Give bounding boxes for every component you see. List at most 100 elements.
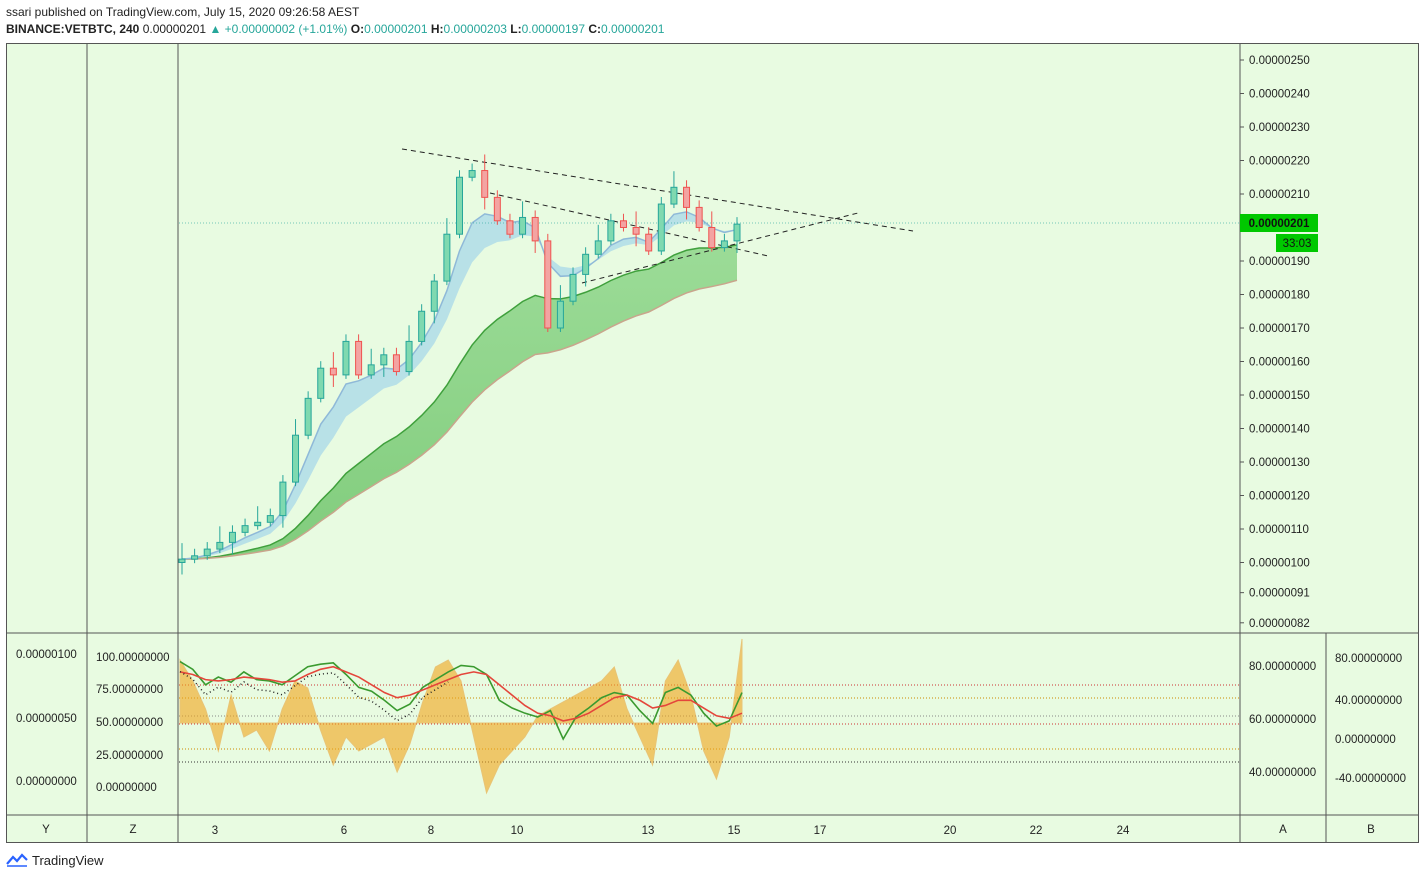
bull-candle xyxy=(191,555,199,560)
time-tick-label: 15 xyxy=(728,825,741,837)
bull-candle xyxy=(342,340,350,376)
bull-candle xyxy=(418,310,426,342)
bull-candle xyxy=(380,354,388,366)
time-tick-label: 24 xyxy=(1117,825,1130,837)
bull-candle xyxy=(367,364,375,376)
price-tick-label: 0.00000100 xyxy=(1249,558,1310,570)
osc-right-inner-tick: 80.00000000 xyxy=(1249,661,1316,673)
high-label: H: xyxy=(430,22,444,36)
price-tick-label: 0.00000250 xyxy=(1249,55,1310,67)
bull-candle xyxy=(266,515,274,523)
osc-right-outer-tick: 40.00000000 xyxy=(1335,695,1402,707)
osc-right-outer-tick: -40.00000000 xyxy=(1335,773,1406,785)
footer-brand[interactable]: TradingView xyxy=(6,853,104,868)
price-tick-label: 0.00000180 xyxy=(1249,290,1310,302)
countdown-badge xyxy=(1276,234,1318,252)
oscillator-axes[interactable]: 0.00000100 0.00000050 0.00000000 100.000000… xyxy=(16,649,1406,794)
price-tick-label: 0.00000220 xyxy=(1249,156,1310,168)
osc-right-outer-tick: 0.00000000 xyxy=(1335,734,1396,746)
bear-candle xyxy=(695,206,703,228)
bull-candle xyxy=(203,548,211,557)
time-tick-label: 8 xyxy=(428,825,434,837)
bull-candle xyxy=(304,397,312,436)
osc-left-tick: 0.00000000 xyxy=(16,776,77,788)
bull-candle xyxy=(594,240,602,255)
osc-right-inner-tick: 40.00000000 xyxy=(1249,767,1316,779)
osc-right-outer-tick: 80.00000000 xyxy=(1335,653,1402,665)
bull-candle xyxy=(670,186,678,205)
publisher-line: ssari published on TradingView.com, July… xyxy=(6,5,360,19)
bear-candle xyxy=(619,220,627,229)
osc-left-tick: 0.00000050 xyxy=(16,713,77,725)
price-tick-label: 0.00000190 xyxy=(1249,256,1310,268)
cloud-fill xyxy=(182,244,737,560)
cloud-fast-line xyxy=(181,244,738,560)
bull-candle xyxy=(279,481,287,517)
price-change: ▲ +0.00000002 (+1.01%) xyxy=(209,22,348,36)
corner-y-label[interactable]: Y xyxy=(42,824,50,836)
price-tick-label: 0.00000150 xyxy=(1249,390,1310,402)
osc-right-inner-tick: 60.00000000 xyxy=(1249,714,1316,726)
price-badge-label: 0.00000201 xyxy=(1249,218,1310,230)
time-axis[interactable]: 3 6 8 10 13 15 17 20 22 24 xyxy=(212,825,1130,837)
ribbon-fast-line xyxy=(181,211,738,560)
dotted-signal-line xyxy=(179,670,449,722)
bull-candle xyxy=(556,300,564,329)
oscillator-fill xyxy=(179,638,743,795)
low-value: 0.00000197 xyxy=(521,22,586,36)
price-tick-label: 0.00000110 xyxy=(1249,524,1309,536)
corner-b-label[interactable]: B xyxy=(1367,824,1375,836)
triangle-trendlines[interactable] xyxy=(401,148,914,284)
bear-candle xyxy=(683,186,691,208)
lower-trendline[interactable] xyxy=(581,212,859,284)
time-tick-label: 20 xyxy=(944,825,957,837)
bear-candle xyxy=(708,227,716,249)
chart-frame[interactable] xyxy=(6,43,1419,843)
price-tick-label: 0.00000120 xyxy=(1249,491,1310,503)
bear-candle xyxy=(645,233,653,252)
corner-a-label[interactable]: A xyxy=(1279,824,1287,836)
bull-candle xyxy=(178,558,186,564)
price-tick-label: 0.00000082 xyxy=(1249,618,1310,630)
bull-candle xyxy=(443,233,451,282)
price-tick-label: 0.00000091 xyxy=(1249,588,1310,600)
open-value: 0.00000201 xyxy=(364,22,428,36)
time-tick-label: 17 xyxy=(814,825,827,837)
symbol-label: BINANCE:VETBTC, 240 xyxy=(6,22,140,36)
low-label: L: xyxy=(510,22,522,36)
countdown-label: 33:03 xyxy=(1283,238,1312,250)
price-axis[interactable]: 0.00000250 0.00000240 0.00000230 0.00000220… xyxy=(1240,55,1310,630)
osc-inner-tick: 75.00000000 xyxy=(96,684,163,696)
bear-candle xyxy=(392,354,400,373)
green-oscillator-line xyxy=(179,660,743,741)
bear-candle xyxy=(544,240,552,329)
price-tick-label: 0.00000240 xyxy=(1249,89,1310,101)
red-oscillator-line xyxy=(179,665,743,722)
close-value: 0.00000201 xyxy=(601,22,665,36)
bull-candle xyxy=(216,541,224,550)
cloud-slow-line xyxy=(181,279,738,560)
bull-candle xyxy=(733,223,741,242)
footer-brand-label: TradingView xyxy=(32,853,104,868)
bull-candle xyxy=(254,521,262,527)
bear-candle xyxy=(506,220,514,235)
time-tick-label: 10 xyxy=(511,825,524,837)
time-tick-label: 22 xyxy=(1030,825,1043,837)
osc-left-tick: 0.00000100 xyxy=(16,649,77,661)
bear-candle xyxy=(481,170,489,198)
oscillator-lines xyxy=(179,660,743,741)
bull-candle xyxy=(292,434,300,483)
osc-inner-tick: 100.00000000 xyxy=(96,652,170,664)
bear-candle xyxy=(355,340,363,376)
corner-z-label[interactable]: Z xyxy=(129,824,136,836)
osc-inner-tick: 0.00000000 xyxy=(96,782,157,794)
bull-candle xyxy=(468,170,476,178)
time-tick-label: 13 xyxy=(642,825,655,837)
open-label: O: xyxy=(350,22,365,36)
ribbon-fill xyxy=(182,211,737,560)
bull-candle xyxy=(430,280,438,312)
bull-candle xyxy=(317,367,325,399)
high-value: 0.00000203 xyxy=(443,22,507,36)
orange-oscillator-area xyxy=(179,638,743,795)
